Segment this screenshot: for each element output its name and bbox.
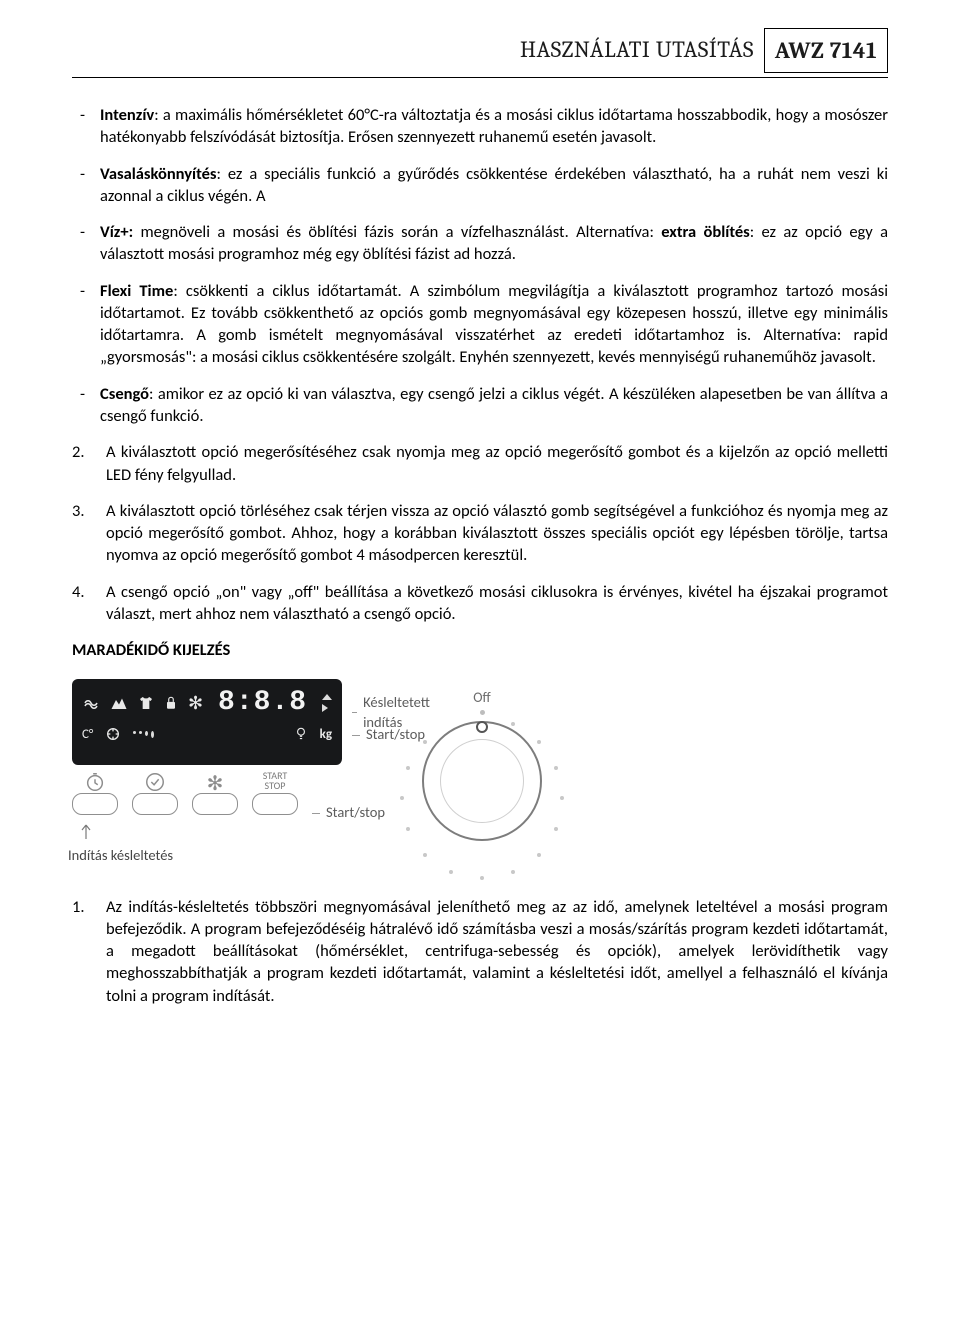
clock-icon	[72, 771, 118, 799]
lead: extra öblítés	[661, 222, 750, 242]
header-rule	[72, 77, 888, 78]
list-body: Csengő: amikor ez az opció ki van válasz…	[100, 383, 888, 428]
dial-block: Off	[372, 679, 592, 841]
list-item: - Víz+: megnöveli a mosási és öblítési f…	[72, 221, 888, 266]
segment-display: 8:8.8	[213, 684, 312, 722]
bulb-icon	[294, 726, 308, 742]
start-stop-button[interactable]	[252, 793, 298, 815]
list-item: - Flexi Time: csökkenti a ciklus időtart…	[72, 280, 888, 369]
display-cluster: ✻ 8:8.8 C° kg	[72, 679, 342, 865]
section-title: MARADÉKIDŐ KIJELZÉS	[72, 639, 888, 661]
lead: Csengő	[100, 384, 149, 404]
lead: Flexi Time	[100, 281, 173, 301]
page-header: HASZNÁLATI UTASÍTÁS AWZ 7141	[72, 28, 888, 73]
spin-icon	[105, 726, 121, 742]
arrow-up-icon	[66, 823, 106, 848]
lock-icon	[164, 695, 178, 711]
start-stop-label: START STOP	[252, 771, 298, 791]
snow-option-icon: ✻	[192, 771, 238, 798]
dash-marker: -	[72, 383, 82, 428]
option-list: - Intenzív: a maximális hőmérsékletet 60…	[72, 104, 888, 427]
below-labels	[72, 823, 342, 848]
dial-ticks	[397, 713, 567, 883]
numbered-list-top: 2. A kiválasztott opció megerősítéséhez …	[72, 441, 888, 625]
lead: Víz+:	[100, 222, 133, 242]
list-body: Az indítás-késleltetés többszöri megnyom…	[106, 896, 888, 1007]
dial-off-label: Off	[372, 689, 592, 708]
lcd-row-lower: C° kg	[82, 721, 332, 747]
snow-icon: ✻	[188, 691, 203, 715]
list-body: A kiválasztott opció megerősítéséhez csa…	[106, 441, 888, 486]
numbered-list-bottom: 1. Az indítás-késleltetés többszöri megn…	[72, 896, 888, 1007]
list-item: - Vasaláskönnyítés: ez a speciális funkc…	[72, 163, 888, 208]
display-block: ✻ 8:8.8 C° kg	[72, 679, 342, 815]
mountain-icon	[110, 695, 128, 711]
list-item: - Csengő: amikor ez az opció ki van vála…	[72, 383, 888, 428]
check-circle-icon	[132, 771, 178, 799]
lead: Intenzív	[100, 105, 154, 125]
num-marker: 3.	[72, 500, 90, 567]
list-body: Flexi Time: csökkenti a ciklus időtartam…	[100, 280, 888, 369]
list-body: Víz+: megnöveli a mosási és öblítési fáz…	[100, 221, 888, 266]
num-marker: 1.	[72, 896, 90, 1007]
header-model: AWZ 7141	[764, 28, 888, 73]
level-dots	[133, 731, 154, 738]
num-marker: 4.	[72, 581, 90, 626]
label-delay: Indítás késleltetés	[68, 846, 342, 866]
dash-marker: -	[72, 104, 82, 149]
list-body: Intenzív: a maximális hőmérsékletet 60°C…	[100, 104, 888, 149]
swirl-icon	[82, 694, 100, 712]
kg-label: kg	[320, 726, 332, 744]
dash-marker: -	[72, 280, 82, 369]
list-body: A kiválasztott opció törléséhez csak tér…	[106, 500, 888, 567]
list-item: - Intenzív: a maximális hőmérsékletet 60…	[72, 104, 888, 149]
header-title: HASZNÁLATI UTASÍTÁS	[520, 28, 764, 73]
num-marker: 2.	[72, 441, 90, 486]
shirt-icon	[138, 695, 154, 711]
lead: Vasaláskönnyítés	[100, 164, 217, 184]
indicator-triangles	[322, 694, 332, 712]
list-item: 2. A kiválasztott opció megerősítéséhez …	[72, 441, 888, 486]
list-body: A csengő opció „on" vagy „off" beállítás…	[106, 581, 888, 626]
list-item: 1. Az indítás-késleltetés többszöri megn…	[72, 896, 888, 1007]
lcd-row-icons: ✻ 8:8.8	[82, 687, 332, 719]
lcd-panel: ✻ 8:8.8 C° kg	[72, 679, 342, 765]
dash-marker: -	[72, 221, 82, 266]
control-panel-figure: ✻ 8:8.8 C° kg	[72, 679, 888, 865]
list-body: Vasaláskönnyítés: ez a speciális funkció…	[100, 163, 888, 208]
temp-icon: C°	[82, 726, 93, 744]
dash-marker: -	[72, 163, 82, 208]
list-item: 3. A kiválasztott opció törléséhez csak …	[72, 500, 888, 567]
list-item: 4. A csengő opció „on" vagy „off" beállí…	[72, 581, 888, 626]
